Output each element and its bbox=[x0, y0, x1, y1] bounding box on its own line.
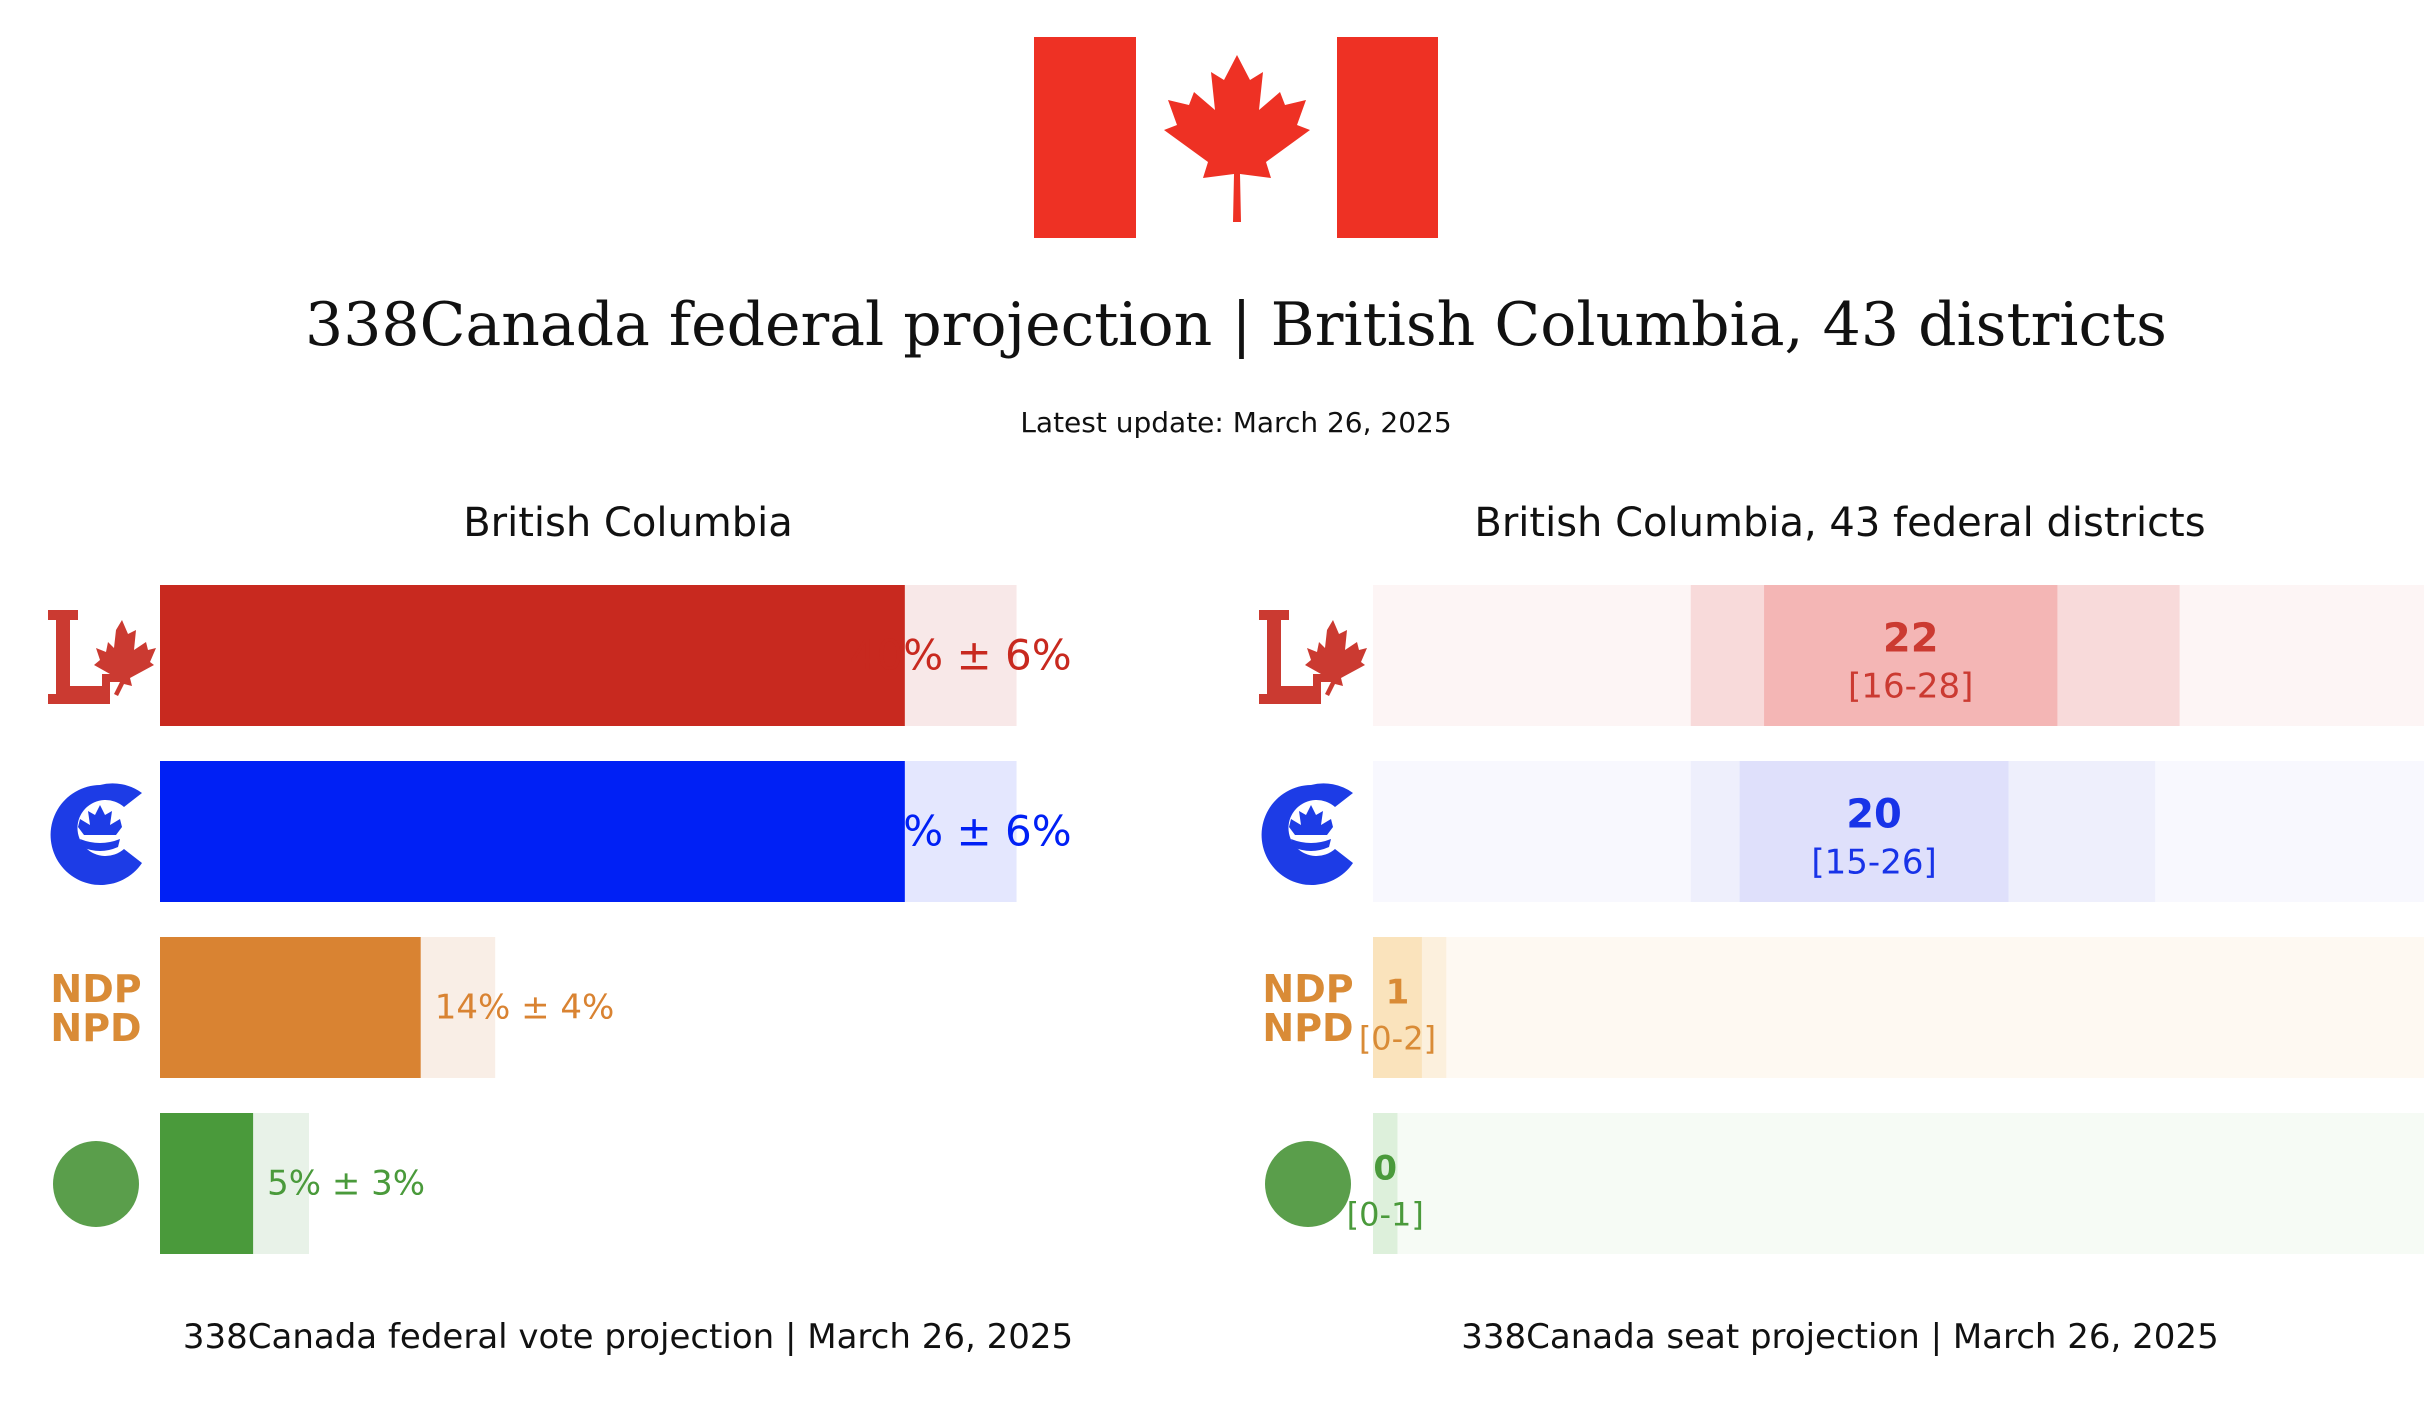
page-title: 338Canada federal projection | British C… bbox=[305, 290, 2167, 360]
seat-count: 1 bbox=[1386, 973, 1410, 1013]
vote-label: 14% ± 4% bbox=[435, 988, 615, 1028]
canada-flag-icon bbox=[1034, 37, 1438, 238]
conservative-logo-icon bbox=[50, 783, 142, 885]
ndp-logo-line2: NPD bbox=[50, 1006, 141, 1050]
flag-maple-leaf bbox=[1164, 55, 1310, 222]
vote-bar bbox=[160, 585, 905, 726]
vote-bar bbox=[160, 761, 905, 902]
ndp-logo-icon: NDP NPD bbox=[1262, 967, 1353, 1050]
seat-range: [0-1] bbox=[1347, 1196, 1424, 1234]
ndp-logo-line1: NDP bbox=[1262, 967, 1353, 1011]
liberal-logo-icon bbox=[1259, 610, 1367, 704]
vote-caption: 338Canada federal vote projection | Marc… bbox=[183, 1317, 1073, 1357]
ndp-logo-icon: NDP NPD bbox=[50, 967, 141, 1050]
liberal-logo-icon bbox=[48, 610, 156, 704]
conservative-logo-icon bbox=[1261, 783, 1353, 885]
vote-bar bbox=[160, 937, 421, 1078]
seat-caption: 338Canada seat projection | March 26, 20… bbox=[1461, 1317, 2218, 1357]
vote-bars: 40% ± 6% 40% ± 6% 14% ± 4% 5% ± 3% bbox=[160, 585, 1072, 1254]
ndp-logo-line2: NPD bbox=[1262, 1006, 1353, 1050]
seat-likely-range bbox=[1739, 761, 2009, 902]
seat-count: 0 bbox=[1373, 1149, 1397, 1189]
vote-label: 40% ± 6% bbox=[850, 807, 1072, 856]
seat-count: 20 bbox=[1846, 792, 1902, 838]
green-party-circle-icon bbox=[53, 1141, 139, 1227]
seat-range: [0-2] bbox=[1359, 1020, 1436, 1058]
vote-panel-title: British Columbia bbox=[463, 500, 793, 546]
seat-panel-title: British Columbia, 43 federal districts bbox=[1474, 500, 2205, 546]
seat-bars: 22 [16-28] 20 [15-26] 1 [0-2] 0 [0-1] bbox=[1347, 585, 2424, 1254]
green-party-circle-icon bbox=[1265, 1141, 1351, 1227]
vote-label: 40% ± 6% bbox=[850, 631, 1072, 680]
vote-bar bbox=[160, 1113, 254, 1254]
last-update: Latest update: March 26, 2025 bbox=[1020, 406, 1451, 439]
ndp-logo-line1: NDP bbox=[50, 967, 141, 1011]
vote-label: 5% ± 3% bbox=[267, 1164, 425, 1204]
seat-count: 22 bbox=[1883, 616, 1939, 662]
seat-range: [16-28] bbox=[1848, 667, 1973, 707]
seat-likely-range bbox=[1764, 585, 2058, 726]
flag-right-band bbox=[1337, 37, 1438, 238]
seat-range: [15-26] bbox=[1811, 843, 1936, 883]
flag-left-band bbox=[1034, 37, 1136, 238]
seat-likely-range bbox=[1373, 1113, 1398, 1254]
seat-likely-range bbox=[1373, 937, 1422, 1078]
seat-full-range bbox=[1373, 937, 2424, 1078]
seat-full-range bbox=[1373, 1113, 2424, 1254]
